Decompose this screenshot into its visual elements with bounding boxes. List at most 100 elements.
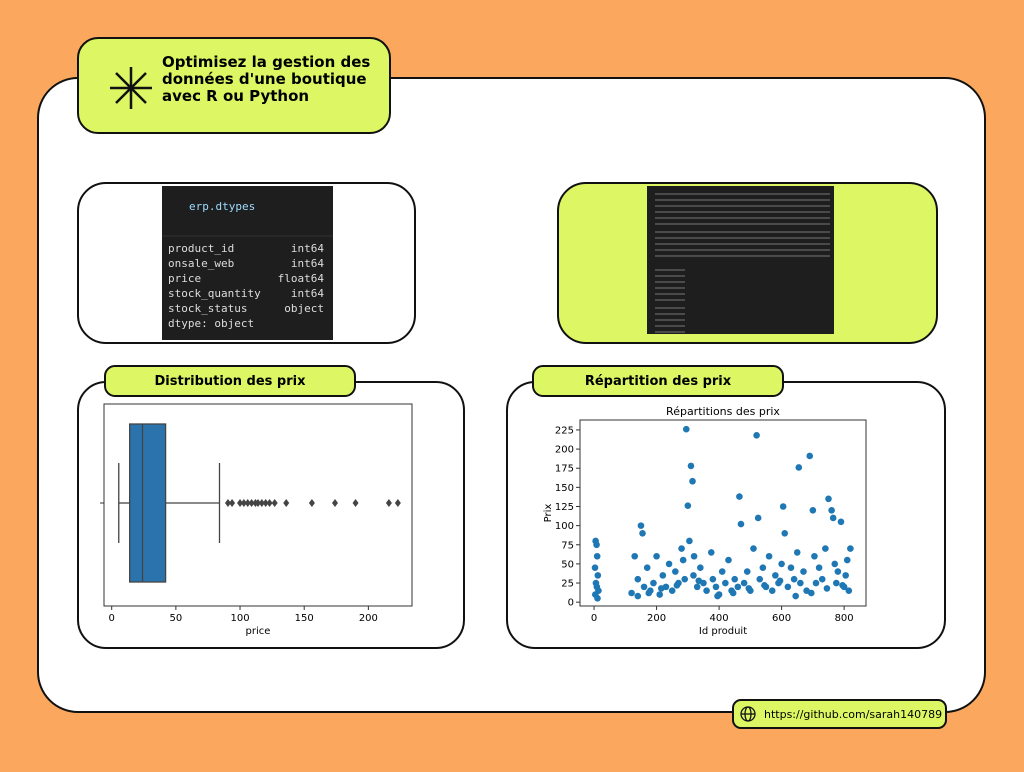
outlier	[271, 499, 278, 507]
x-tick-label: 400	[710, 613, 729, 624]
outlier	[224, 499, 231, 507]
y-tick-label: 25	[561, 579, 574, 590]
y-tick-label: 0	[568, 598, 574, 609]
code-key: stock_status	[168, 302, 247, 315]
point	[834, 568, 842, 575]
outlier	[262, 499, 269, 507]
y-tick-label: 175	[555, 464, 574, 475]
plot-frame	[103, 403, 413, 607]
code-type: int64	[291, 242, 324, 255]
point	[637, 522, 645, 529]
point	[784, 583, 792, 591]
point	[703, 587, 710, 594]
code-key: product_id	[168, 242, 234, 255]
link-tab[interactable]	[732, 699, 947, 729]
outlier	[352, 499, 359, 507]
y-tick-label: 75	[561, 540, 574, 551]
point	[689, 477, 696, 485]
point	[800, 568, 807, 575]
point	[645, 589, 653, 597]
point	[797, 579, 804, 587]
point	[634, 592, 642, 600]
point	[718, 568, 726, 575]
point	[594, 595, 601, 602]
point	[745, 585, 753, 592]
star-icon	[110, 67, 152, 109]
point	[743, 568, 751, 575]
point	[695, 577, 703, 585]
point	[650, 579, 657, 587]
box	[129, 423, 167, 583]
outlier	[244, 499, 251, 507]
y-tick-label: 100	[555, 521, 574, 532]
point	[823, 585, 831, 592]
point	[792, 592, 799, 600]
panel-tab	[532, 365, 784, 397]
y-tick-label: 150	[555, 483, 574, 494]
point	[681, 575, 689, 583]
outlier	[240, 499, 247, 507]
point	[634, 575, 642, 583]
point	[690, 572, 697, 579]
point	[640, 583, 648, 591]
point	[653, 552, 660, 560]
point	[779, 503, 787, 510]
point	[628, 589, 635, 597]
point	[778, 560, 785, 568]
y-tick-label: 200	[555, 445, 574, 456]
point	[825, 495, 832, 503]
point	[822, 545, 829, 552]
point	[815, 564, 823, 572]
point	[639, 529, 646, 537]
code-type: float64	[278, 272, 325, 285]
point	[665, 560, 673, 568]
point	[828, 507, 835, 514]
code-image	[162, 186, 333, 340]
point	[837, 518, 845, 526]
x-tick-label: 100	[230, 613, 249, 624]
point	[707, 549, 715, 556]
point	[806, 452, 814, 460]
point	[845, 587, 853, 594]
table-image-lines	[655, 193, 830, 333]
point	[709, 575, 717, 583]
point	[684, 502, 692, 510]
code-key: onsale_web	[168, 257, 234, 270]
code-type: object	[284, 302, 324, 315]
outlier	[283, 499, 290, 507]
x-tick-label: 600	[772, 613, 791, 624]
code-key: price	[168, 272, 201, 285]
point	[765, 552, 773, 560]
point	[678, 545, 685, 552]
title-line: avec R ou Python	[162, 87, 309, 105]
point	[594, 572, 602, 579]
y-axis-label: Prix	[543, 504, 554, 523]
point	[714, 592, 721, 600]
point	[722, 579, 729, 587]
link[interactable]: https://github.com/sarah140789	[764, 708, 942, 721]
point	[793, 549, 801, 556]
title-line: données d'une boutique	[162, 70, 367, 88]
plot-frame	[579, 419, 867, 607]
code-command: erp.dtypes	[189, 200, 255, 213]
outlier	[394, 499, 401, 507]
point	[731, 575, 739, 583]
point	[831, 560, 839, 568]
x-tick-label: 200	[647, 613, 666, 624]
point	[809, 507, 817, 514]
point	[668, 587, 676, 594]
outlier	[255, 499, 261, 507]
point	[756, 575, 764, 583]
globe-icon	[740, 706, 756, 722]
panel-tab	[104, 365, 356, 397]
point	[772, 572, 779, 579]
point	[811, 552, 818, 560]
outlier	[385, 499, 392, 507]
point	[790, 575, 798, 583]
point	[753, 432, 760, 439]
table-image	[647, 186, 834, 334]
code-footer: dtype: object	[168, 317, 254, 330]
point	[712, 583, 720, 591]
point	[734, 583, 742, 591]
